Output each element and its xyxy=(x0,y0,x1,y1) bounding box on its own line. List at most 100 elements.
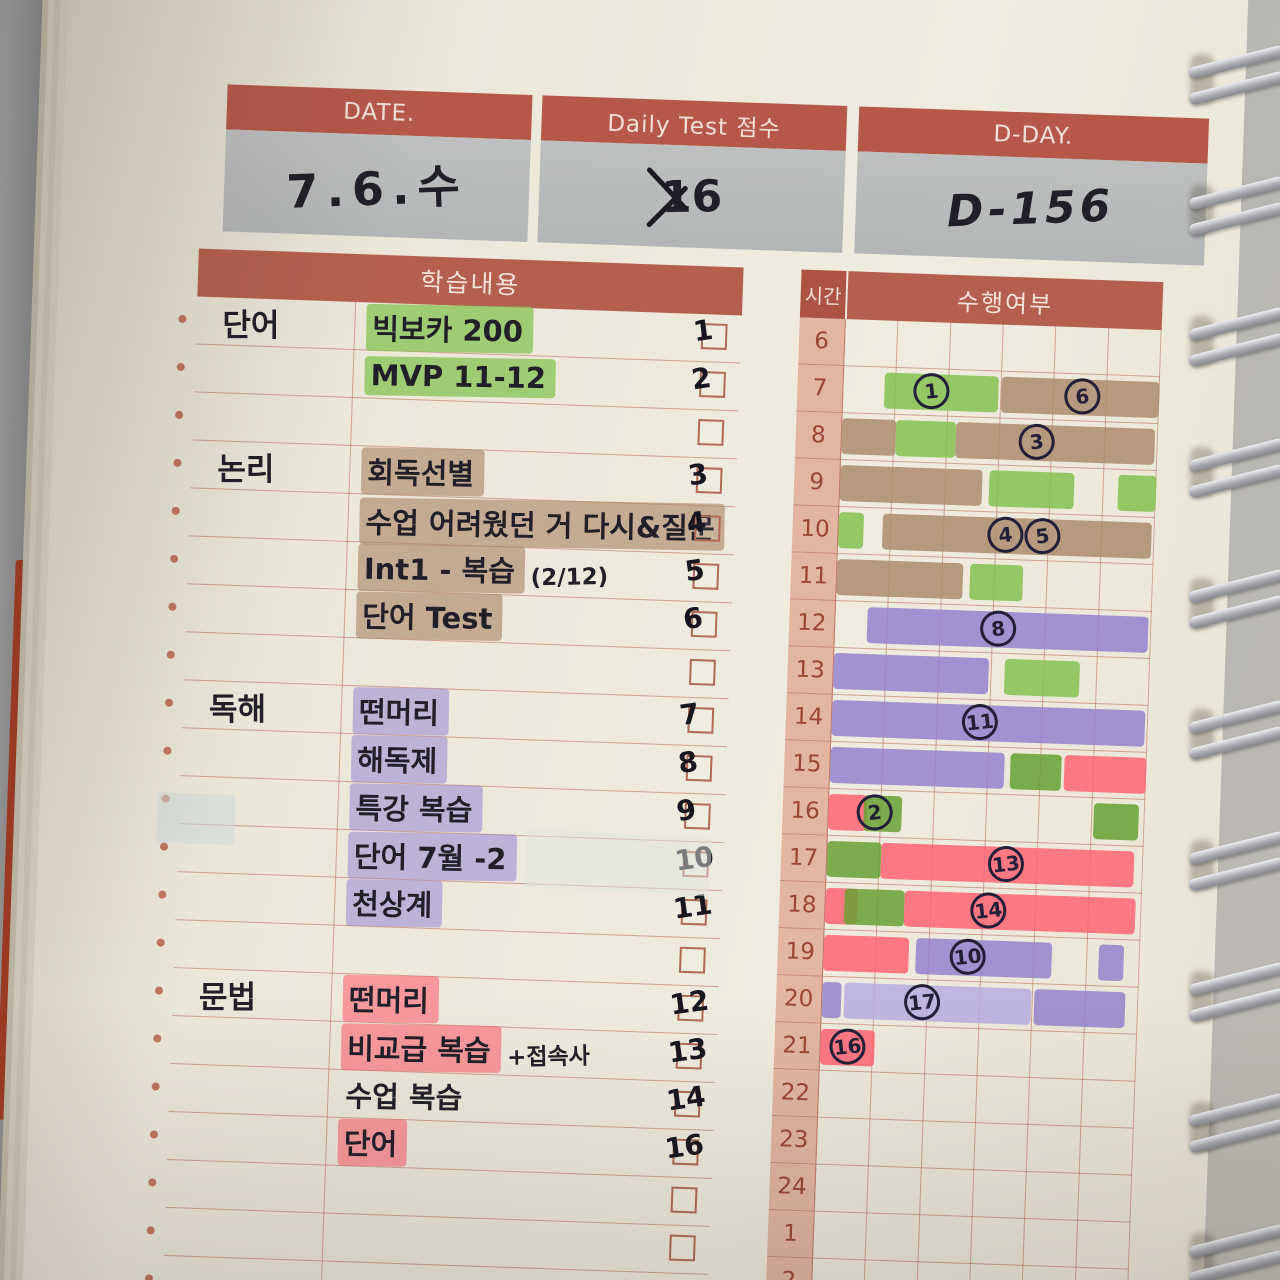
checkbox-number: 7 xyxy=(677,696,702,733)
bullet-dot xyxy=(173,458,182,468)
checkbox: 1 xyxy=(691,313,728,350)
section-label: 문법 xyxy=(198,979,256,1016)
bullet-dot xyxy=(153,1034,162,1043)
hour-label: 10 xyxy=(791,505,840,554)
task-text xyxy=(344,955,360,960)
task-text: MVP 11-12 xyxy=(364,356,557,399)
task-text: 수업 복습 xyxy=(345,1079,463,1116)
task-text: 빅보카 200 xyxy=(365,303,534,354)
checkbox-number: 2 xyxy=(689,360,714,397)
task-text: 떤머리 xyxy=(352,686,450,736)
checkbox: 6 xyxy=(681,601,718,638)
highlight-bar xyxy=(821,981,842,1019)
task-text xyxy=(363,427,379,432)
section-label: 논리 xyxy=(217,452,275,489)
correction-tape xyxy=(156,792,236,846)
daily-test-body: 16 xyxy=(537,140,846,253)
checkbox xyxy=(678,946,706,974)
bullet-dot xyxy=(174,410,184,420)
hour-label: 14 xyxy=(785,693,833,742)
bullet-dot xyxy=(169,554,179,563)
checkbox xyxy=(670,1186,698,1214)
checkbox-number: 9 xyxy=(674,792,699,829)
section-label: 독해 xyxy=(208,691,267,728)
correction-tape xyxy=(524,828,713,897)
daily-test-box: Daily Test 점수 16 xyxy=(537,95,848,253)
highlight-bar xyxy=(841,418,897,456)
task-text: 비교급 복습 xyxy=(340,1023,502,1074)
hour-label: 7 xyxy=(796,364,845,414)
highlight-bar xyxy=(839,465,983,506)
spiral-coil xyxy=(1184,169,1280,255)
highlight-bar xyxy=(1093,803,1139,841)
planner-page: DATE. 7.6.수 Daily Test 점수 16 D-DAY. xyxy=(21,0,1251,1280)
task-suffix: (2/12) xyxy=(530,563,609,592)
bullet-dot xyxy=(144,1274,154,1280)
bullet-dot xyxy=(164,698,174,707)
spiral-coil xyxy=(1184,38,1280,124)
date-value: 7.6.수 xyxy=(285,158,469,219)
hour-label: 9 xyxy=(793,458,841,508)
dday-body: D-156 xyxy=(854,151,1208,266)
bullet-dot xyxy=(171,506,180,515)
bullet-dot xyxy=(163,746,172,755)
bullet-dot xyxy=(178,314,187,324)
date-box: DATE. 7.6.수 xyxy=(222,84,533,242)
spiral-coil xyxy=(1184,693,1280,779)
hour-label: 8 xyxy=(794,411,843,461)
highlight-bar xyxy=(1009,753,1062,791)
checkbox-number: 3 xyxy=(686,456,710,493)
highlight-bar xyxy=(1097,944,1125,982)
bullet-dot xyxy=(156,938,165,947)
spiral-coil xyxy=(1184,955,1280,1041)
bullet-dot xyxy=(148,1178,157,1187)
hour-label: 11 xyxy=(790,552,838,601)
hour-label: 12 xyxy=(788,599,837,648)
task-text: 회독선별 xyxy=(360,447,485,497)
checkbox: 16 xyxy=(663,1127,706,1165)
hour-label: 1 xyxy=(767,1209,815,1259)
checkbox: 8 xyxy=(676,745,713,782)
time-column-title: 시간 xyxy=(799,269,849,320)
task-text: 떤머리 xyxy=(342,974,440,1024)
checkbox-number: 6 xyxy=(681,600,705,637)
tasks-rows: 단어 빅보카 200 1 MVP 11-12 2 논리 회독선별 3 xyxy=(144,296,742,1280)
bullet-dot xyxy=(168,602,177,611)
checkbox: 14 xyxy=(664,1079,707,1117)
spiral-coil xyxy=(1184,1217,1280,1280)
hour-label: 6 xyxy=(798,317,846,367)
checkbox: 13 xyxy=(666,1032,709,1070)
task-text: 단어 7월 -2 xyxy=(347,831,517,882)
checkbox-number: 14 xyxy=(664,1079,708,1118)
spiral-coil xyxy=(1184,300,1280,386)
dday-label: D-DAY. xyxy=(992,120,1074,150)
task-text: 단어 Test xyxy=(355,591,503,642)
bullet-dot xyxy=(146,1226,155,1235)
hour-label: 20 xyxy=(775,975,823,1024)
highlight-bar xyxy=(894,419,957,459)
highlight-bar xyxy=(836,558,964,600)
task-text: 단어 xyxy=(337,1118,408,1167)
hour-label: 24 xyxy=(768,1163,817,1212)
bullet-dot xyxy=(159,842,169,851)
checkbox-number: 12 xyxy=(667,983,711,1022)
highlight-bar xyxy=(837,512,865,549)
bullet-dot xyxy=(149,1130,159,1139)
task-text: 천상계 xyxy=(345,878,443,928)
highlight-bar xyxy=(1033,989,1126,1029)
checkbox-number: 8 xyxy=(676,744,700,781)
checkbox: 2 xyxy=(689,361,726,398)
highlight-bar xyxy=(968,563,1024,602)
task-suffix: +접속사 xyxy=(506,1043,590,1071)
hour-label: 23 xyxy=(770,1116,818,1165)
date-label: DATE. xyxy=(342,97,416,127)
hour-label: 15 xyxy=(783,740,832,789)
checkbox: 11 xyxy=(671,888,714,926)
task-text xyxy=(334,1242,350,1247)
task-text: 수업 어려웠던 거 다시&질문 xyxy=(359,497,725,551)
task-text: 해독제 xyxy=(350,734,448,784)
checkbox: 4 xyxy=(684,505,721,542)
highlight-bar xyxy=(826,840,882,879)
